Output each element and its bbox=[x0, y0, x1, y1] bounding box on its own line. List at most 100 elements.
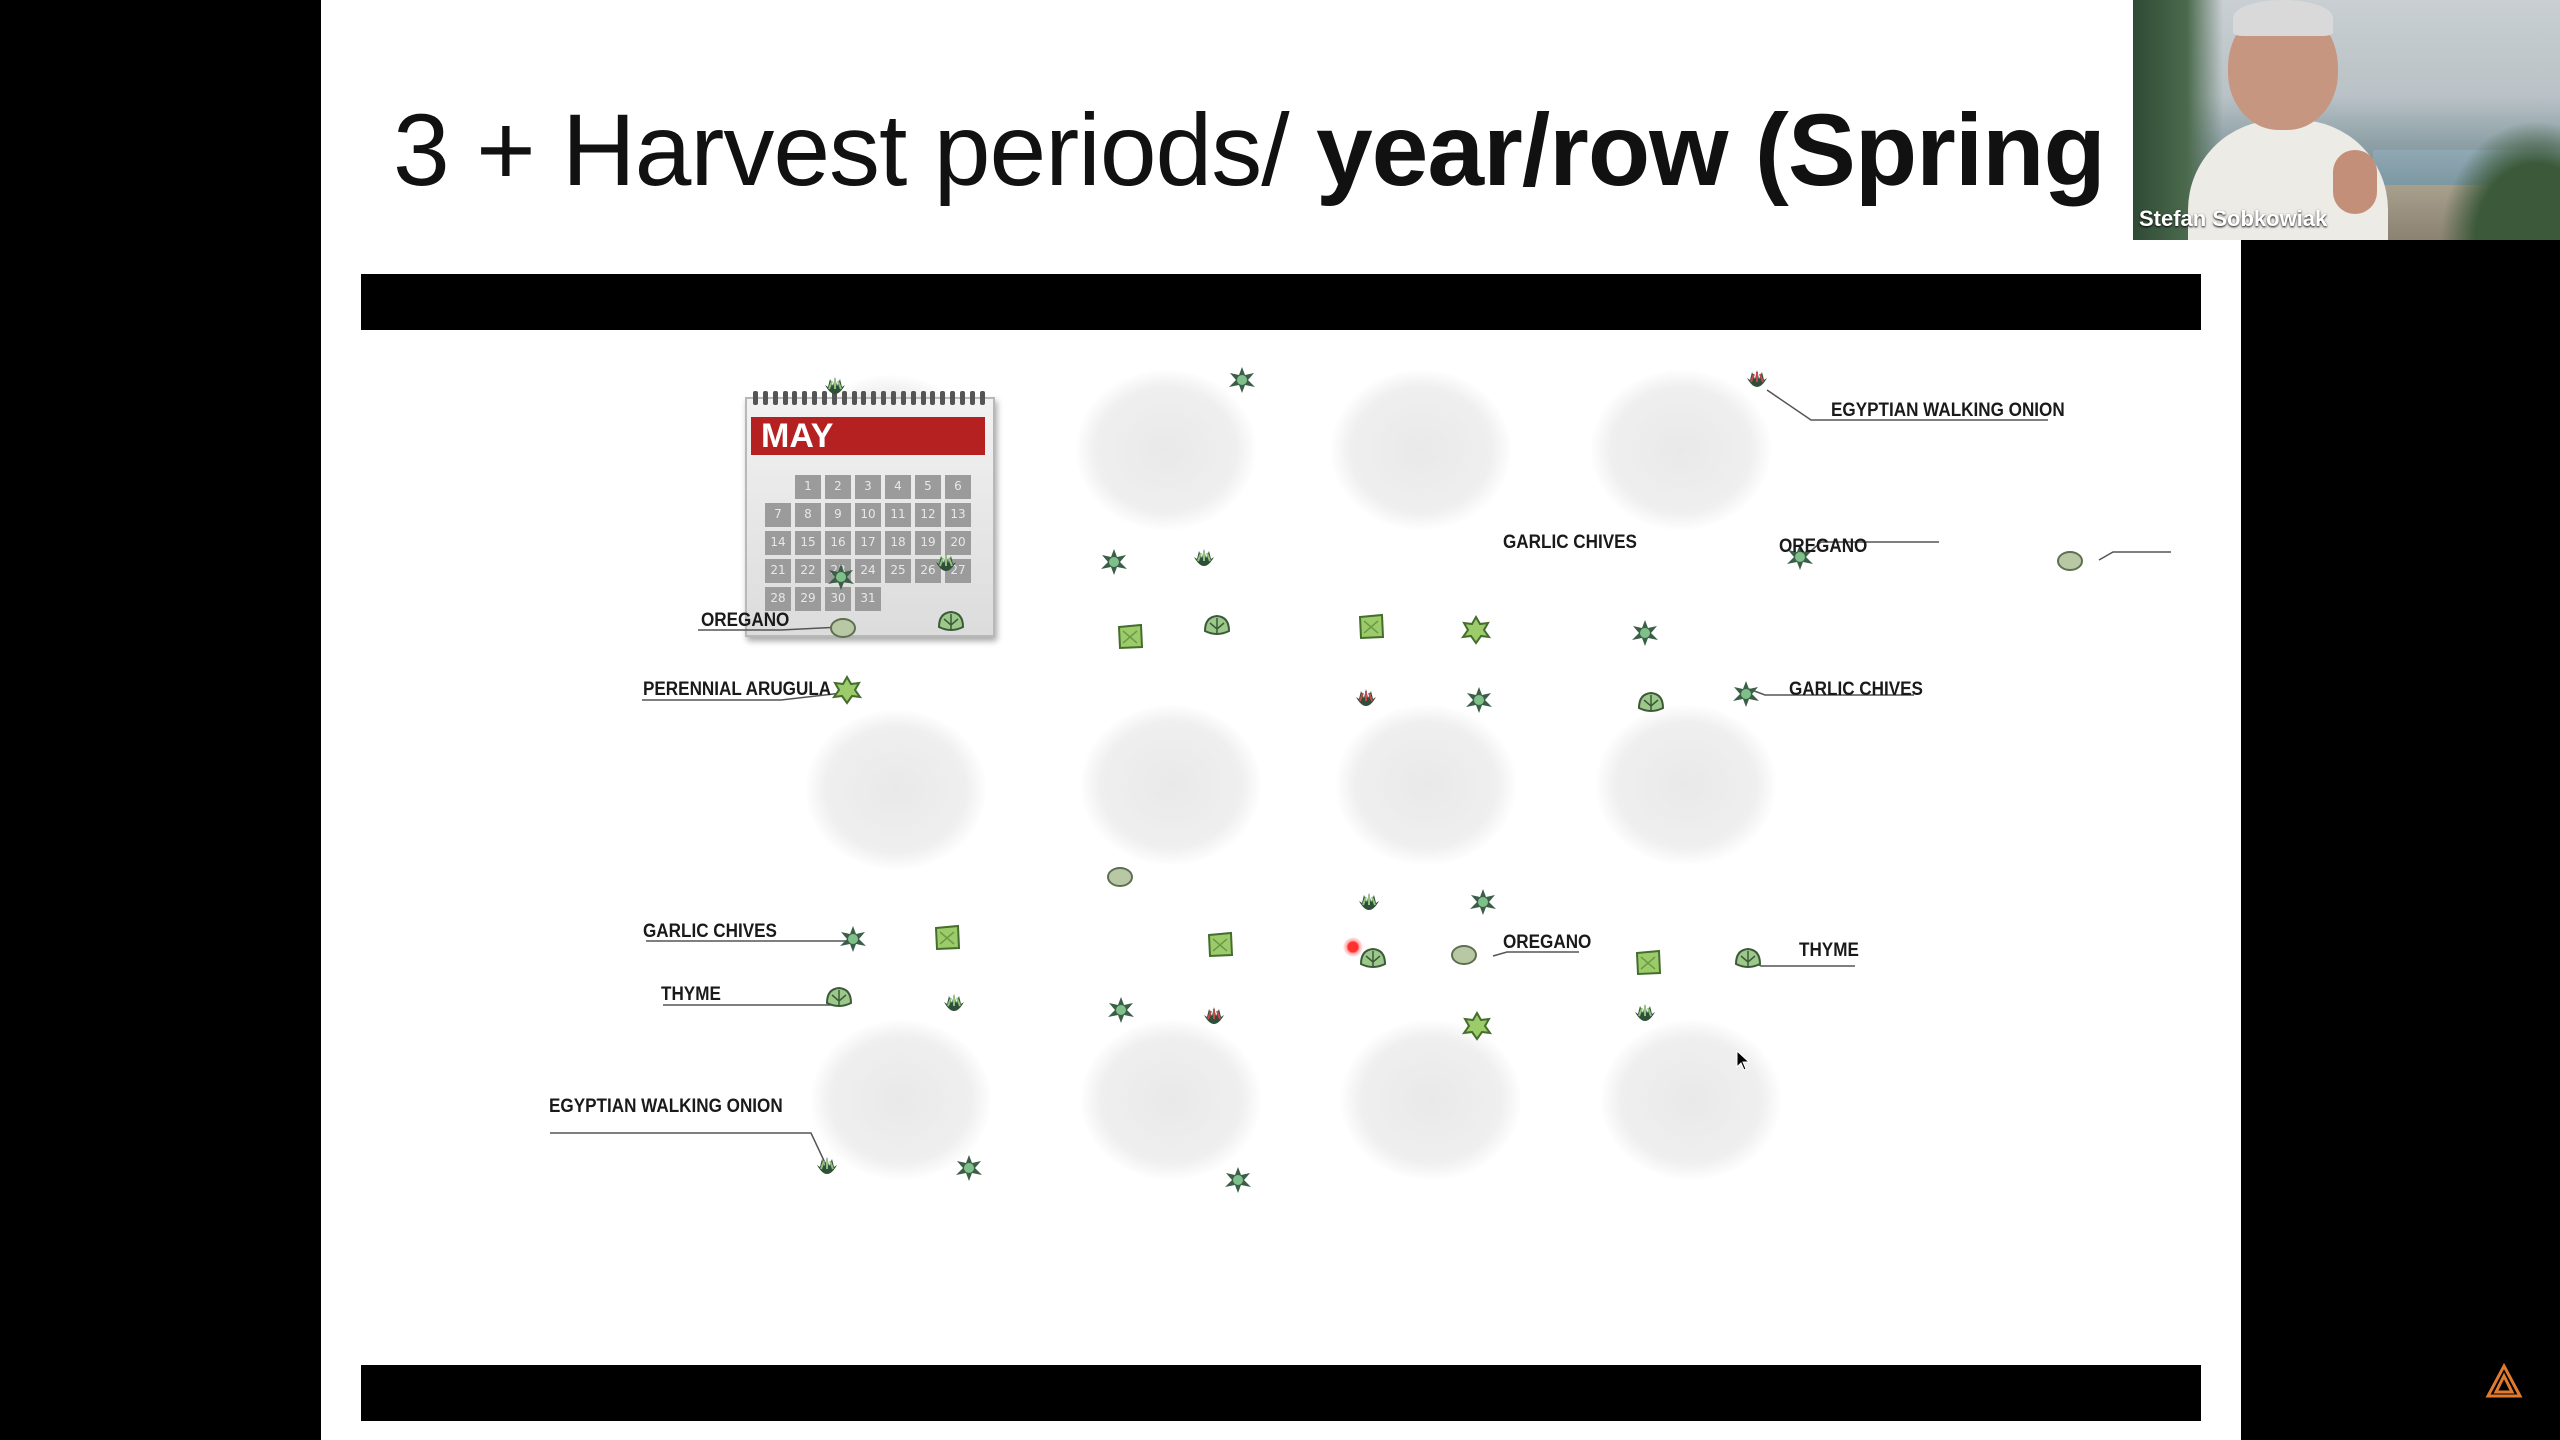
chives-plant-icon bbox=[1229, 367, 1255, 393]
arugula-plant-icon bbox=[1207, 931, 1234, 958]
chives-plant-icon bbox=[1470, 889, 1496, 915]
shrub-circle bbox=[1076, 370, 1256, 530]
arugula-plant-icon bbox=[1358, 613, 1385, 640]
onion-plant-icon bbox=[817, 1157, 837, 1174]
thyme-plant-icon bbox=[1637, 691, 1665, 712]
thyme-plant-icon bbox=[937, 610, 965, 631]
arugula-plant-icon bbox=[934, 924, 961, 951]
calendar-day: 29 bbox=[795, 587, 821, 611]
chives-plant-icon bbox=[840, 926, 866, 952]
onion-plant-icon bbox=[1635, 1004, 1655, 1021]
slide-title: 3 + Harvest periods/ year/row (Spring bbox=[393, 92, 2106, 209]
label-perennial-arugula: PERENNIAL ARUGULA bbox=[643, 679, 832, 700]
slide-top-bar bbox=[361, 274, 2201, 330]
arugula-plant-icon bbox=[1117, 623, 1144, 650]
onion-plant-icon bbox=[1194, 549, 1214, 566]
presentation-slide: 3 + Harvest periods/ year/row (Spring MA… bbox=[321, 0, 2241, 1440]
thyme-plant-icon bbox=[825, 986, 853, 1007]
calendar-rings bbox=[753, 391, 985, 405]
calendar-day: 25 bbox=[885, 559, 911, 583]
participant-video-tile[interactable]: Stefan Sobkowiak bbox=[2133, 0, 2560, 240]
calendar-day: 7 bbox=[765, 503, 791, 527]
oregano-plant-icon bbox=[1451, 945, 1477, 965]
calendar-day: 15 bbox=[795, 531, 821, 555]
calendar-day: 13 bbox=[945, 503, 971, 527]
calendar-day: 2 bbox=[825, 475, 851, 499]
thyme-plant-icon bbox=[1203, 614, 1231, 635]
shrub-circle bbox=[811, 1020, 991, 1180]
thyme-plant-icon bbox=[1359, 947, 1387, 968]
chives-plant-icon bbox=[1466, 687, 1492, 713]
arugula-plant-icon bbox=[832, 675, 862, 705]
oregano-plant-icon bbox=[830, 618, 856, 638]
label-leader-lines bbox=[550, 389, 2171, 1166]
participant-hair bbox=[2233, 0, 2333, 36]
shrub-circle bbox=[1601, 1020, 1781, 1180]
oregano-plant-icon bbox=[2057, 551, 2083, 571]
shrub-circle bbox=[1341, 1020, 1521, 1180]
calendar-days: 1 2 3 4 5 6 7 8 9 10 11 12 13 14 15 16 17 18 19 20 21 22 23 24 2… bbox=[765, 475, 975, 611]
label-oregano-left: OREGANO bbox=[701, 610, 790, 631]
shrub-circle bbox=[806, 710, 986, 870]
onion-plant-icon bbox=[936, 554, 956, 571]
onion-plant-icon bbox=[944, 994, 964, 1011]
participant-name: Stefan Sobkowiak bbox=[2139, 206, 2328, 231]
calendar-month: MAY bbox=[751, 417, 985, 455]
calendar-day: 18 bbox=[885, 531, 911, 555]
calendar-day: 11 bbox=[885, 503, 911, 527]
oregano-plant-icon bbox=[1107, 867, 1133, 887]
shrub-circle bbox=[1596, 705, 1776, 865]
label-egyptian-walking-onion-bottom: EGYPTIAN WALKING ONION bbox=[549, 1096, 783, 1117]
chives-plant-icon bbox=[828, 564, 854, 590]
label-garlic-chives-top: GARLIC CHIVES bbox=[1503, 532, 1637, 553]
label-garlic-chives-right: GARLIC CHIVES bbox=[1789, 679, 1923, 700]
calendar-day: 10 bbox=[855, 503, 881, 527]
onion-plant-icon bbox=[825, 377, 845, 394]
chives-plant-icon bbox=[1733, 681, 1759, 707]
chives-plant-icon bbox=[956, 1155, 982, 1181]
participant-hand bbox=[2333, 150, 2377, 214]
shrub-circle bbox=[1591, 370, 1771, 530]
calendar-day: 6 bbox=[945, 475, 971, 499]
chives-plant-icon bbox=[1108, 997, 1134, 1023]
calendar-day: 24 bbox=[855, 559, 881, 583]
label-garlic-chives-left: GARLIC CHIVES bbox=[643, 921, 777, 942]
label-oregano-middle: OREGANO bbox=[1503, 932, 1592, 953]
label-thyme-left: THYME bbox=[661, 984, 721, 1005]
calendar-day: 19 bbox=[915, 531, 941, 555]
shrub-circle bbox=[1081, 705, 1261, 865]
calendar-day: 17 bbox=[855, 531, 881, 555]
arugula-plant-icon bbox=[1462, 1011, 1492, 1041]
calendar-icon: MAY 1 2 3 4 5 6 7 8 9 10 11 12 13 14 15 16 17 18 19 20 21 22 2… bbox=[745, 391, 995, 637]
calendar-day: 16 bbox=[825, 531, 851, 555]
calendar-day: 5 bbox=[915, 475, 941, 499]
calendar-day: 8 bbox=[795, 503, 821, 527]
conference-logo-icon[interactable] bbox=[2484, 1362, 2524, 1402]
slide-bottom-bar bbox=[361, 1365, 2201, 1421]
calendar-empty-cell bbox=[765, 475, 791, 499]
calendar-day: 28 bbox=[765, 587, 791, 611]
shrub-circle bbox=[1331, 370, 1511, 530]
calendar-day: 3 bbox=[855, 475, 881, 499]
calendar-day: 30 bbox=[825, 587, 851, 611]
arugula-plant-icon bbox=[1461, 615, 1491, 645]
onion-plant-icon bbox=[1204, 1007, 1224, 1024]
chives-plant-icon bbox=[1787, 544, 1813, 570]
calendar-day: 22 bbox=[795, 559, 821, 583]
onion-plant-icon bbox=[1359, 893, 1379, 910]
chives-plant-icon bbox=[1225, 1167, 1251, 1193]
thyme-plant-icon bbox=[1734, 947, 1762, 968]
label-egyptian-walking-onion-top: EGYPTIAN WALKING ONION bbox=[1831, 400, 2065, 421]
calendar-day: 1 bbox=[795, 475, 821, 499]
laser-pointer-dot bbox=[1343, 937, 1363, 957]
chives-plant-icon bbox=[1101, 549, 1127, 575]
calendar-day: 31 bbox=[855, 587, 881, 611]
onion-plant-icon bbox=[1356, 689, 1376, 706]
calendar-day: 21 bbox=[765, 559, 791, 583]
label-thyme-right: THYME bbox=[1799, 940, 1859, 961]
video-background-shrub bbox=[2440, 120, 2560, 240]
onion-plant-icon bbox=[1747, 370, 1767, 387]
calendar-day: 4 bbox=[885, 475, 911, 499]
slide-title-regular: 3 + Harvest periods/ bbox=[393, 93, 1316, 207]
calendar-day: 9 bbox=[825, 503, 851, 527]
